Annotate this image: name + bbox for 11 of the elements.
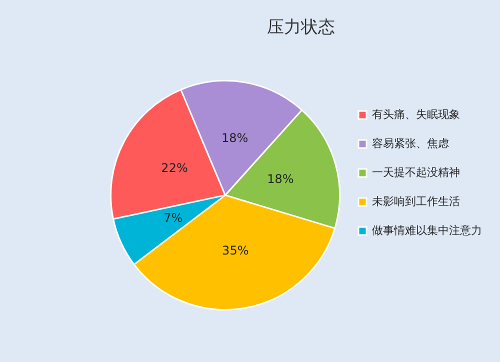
data-label: 18% [221,130,248,145]
legend-label: 容易紧张、焦虑 [372,136,449,150]
chart-title: 压力状态 [267,18,335,38]
legend-label: 有头痛、失眠现象 [372,108,460,121]
data-label: 7% [164,211,183,226]
legend-label: 未影响到工作生活 [372,194,460,208]
data-label: 22% [161,160,188,175]
legend-label: 一天提不起没精神 [372,166,460,179]
data-label: 35% [222,244,249,258]
legend-label: 做事情难以集中注意力 [372,224,482,237]
data-label: 18% [267,172,294,186]
